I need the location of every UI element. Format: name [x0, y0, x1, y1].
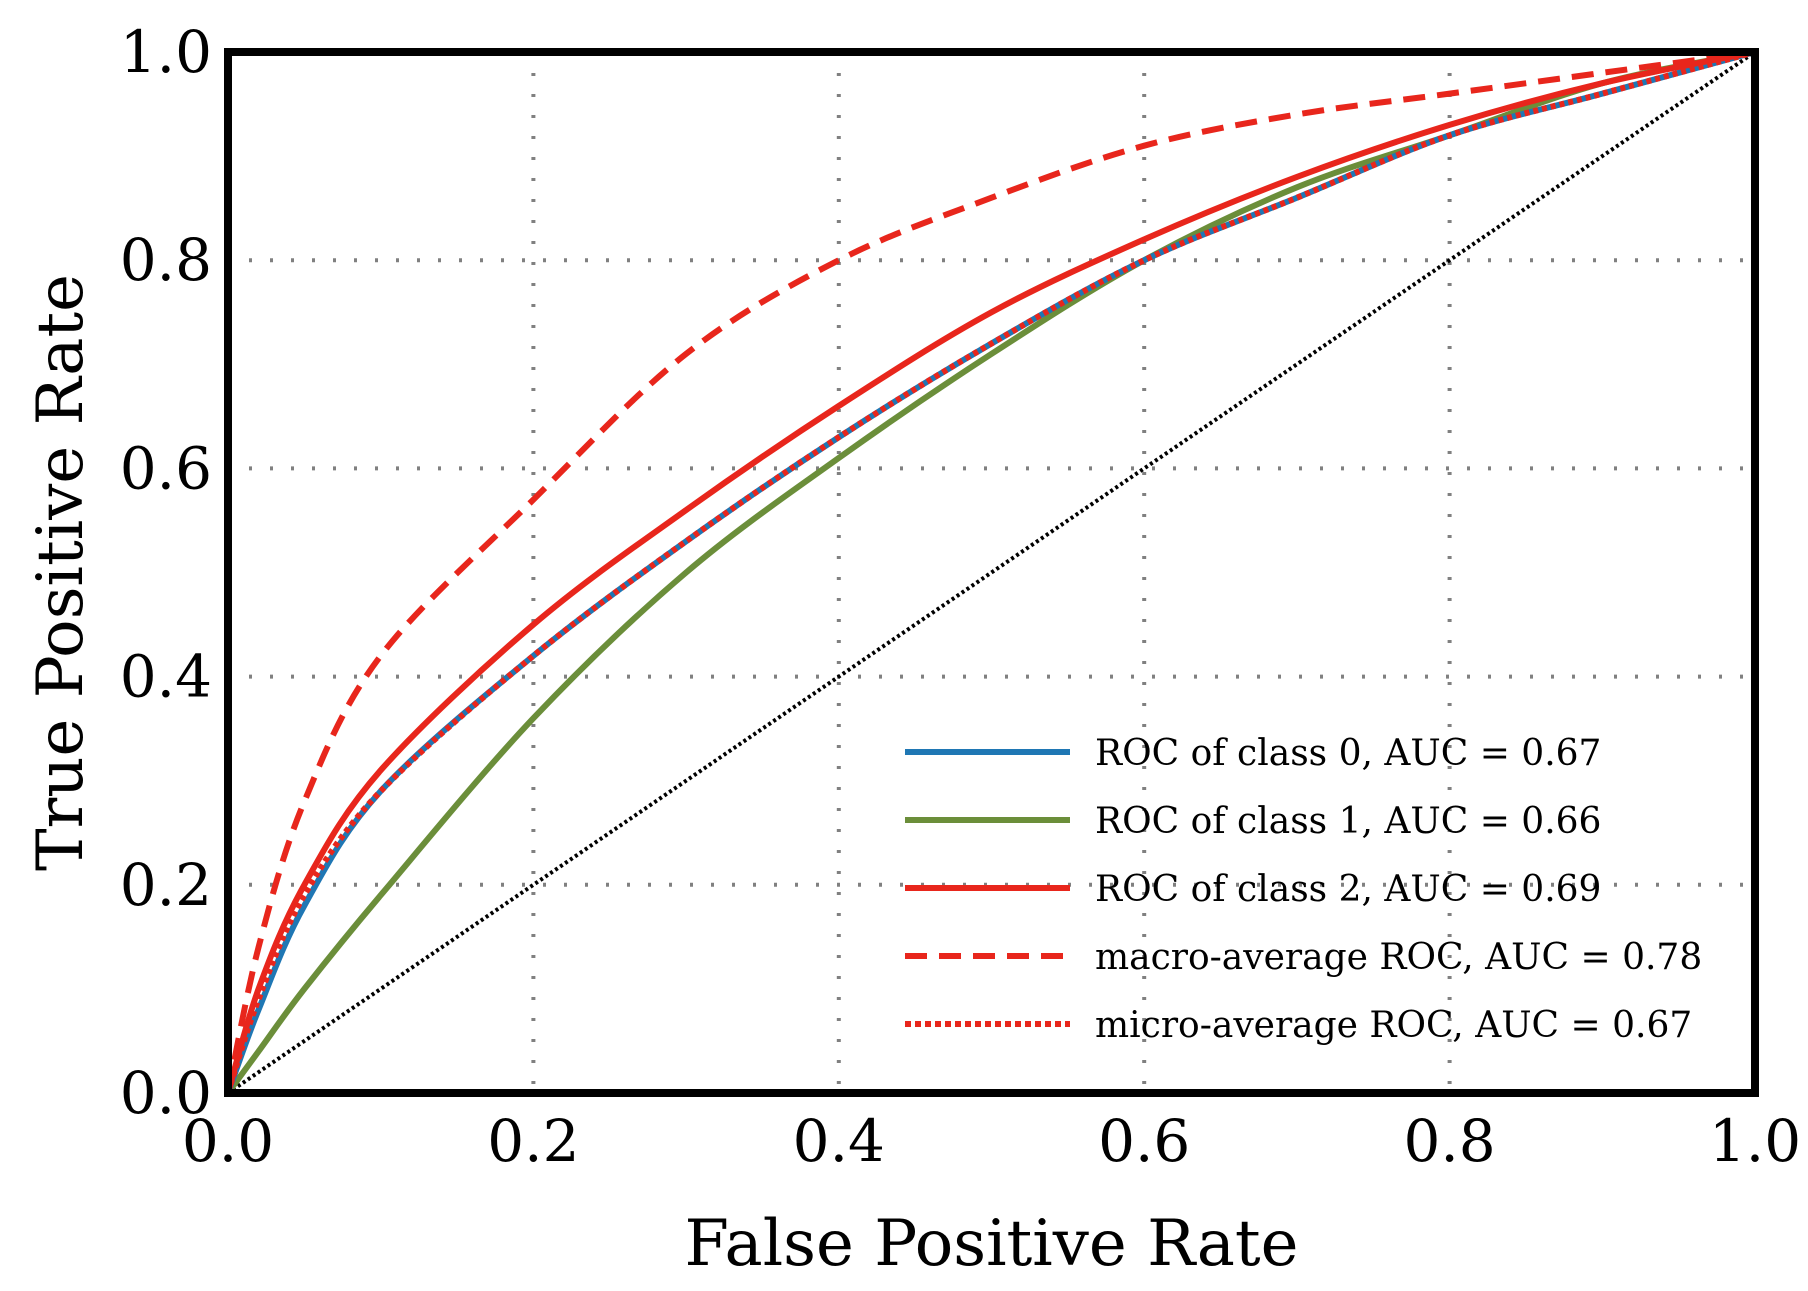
- x-tick-labels: 0.0 0.2 0.4 0.6 0.8 1.0: [182, 1107, 1801, 1175]
- legend-label: ROC of class 0, AUC = 0.67: [1095, 733, 1601, 774]
- x-tick-label: 0.8: [1403, 1107, 1495, 1175]
- plot-frame: [224, 48, 1759, 1097]
- y-tick-label: 0.4: [120, 643, 212, 711]
- y-tick-label: 1.0: [120, 18, 212, 86]
- x-axis-title: False Positive Rate: [684, 1207, 1298, 1281]
- grid: [228, 52, 1755, 1093]
- y-tick-labels: 0.0 0.2 0.4 0.6 0.8 1.0: [120, 18, 212, 1127]
- legend-label: ROC of class 1, AUC = 0.66: [1095, 801, 1601, 842]
- y-tick-label: 0.8: [120, 226, 212, 294]
- series-lines: [225, 49, 1756, 1095]
- roc-series-line-4: [225, 49, 1756, 1094]
- chance-diagonal-line: [226, 50, 1757, 1095]
- x-tick-label: 0.4: [793, 1107, 885, 1175]
- y-axis-title: True Positive Rate: [24, 274, 98, 871]
- y-tick-label: 0.0: [120, 1059, 212, 1127]
- roc-series-line-3: [225, 49, 1756, 1094]
- y-tick-label: 0.2: [120, 851, 212, 919]
- legend-label: macro-average ROC, AUC = 0.78: [1095, 937, 1702, 978]
- x-tick-label: 0.0: [182, 1107, 274, 1175]
- y-tick-label: 0.6: [120, 434, 212, 502]
- x-tick-label: 0.2: [487, 1107, 579, 1175]
- legend-label: ROC of class 2, AUC = 0.69: [1095, 869, 1601, 910]
- legend: ROC of class 0, AUC = 0.67 ROC of class 1…: [905, 733, 1702, 1046]
- roc-series-line-2: [225, 49, 1756, 1094]
- legend-label: micro-average ROC, AUC = 0.67: [1095, 1005, 1692, 1046]
- x-tick-label: 0.6: [1098, 1107, 1190, 1175]
- x-tick-label: 1.0: [1709, 1107, 1801, 1175]
